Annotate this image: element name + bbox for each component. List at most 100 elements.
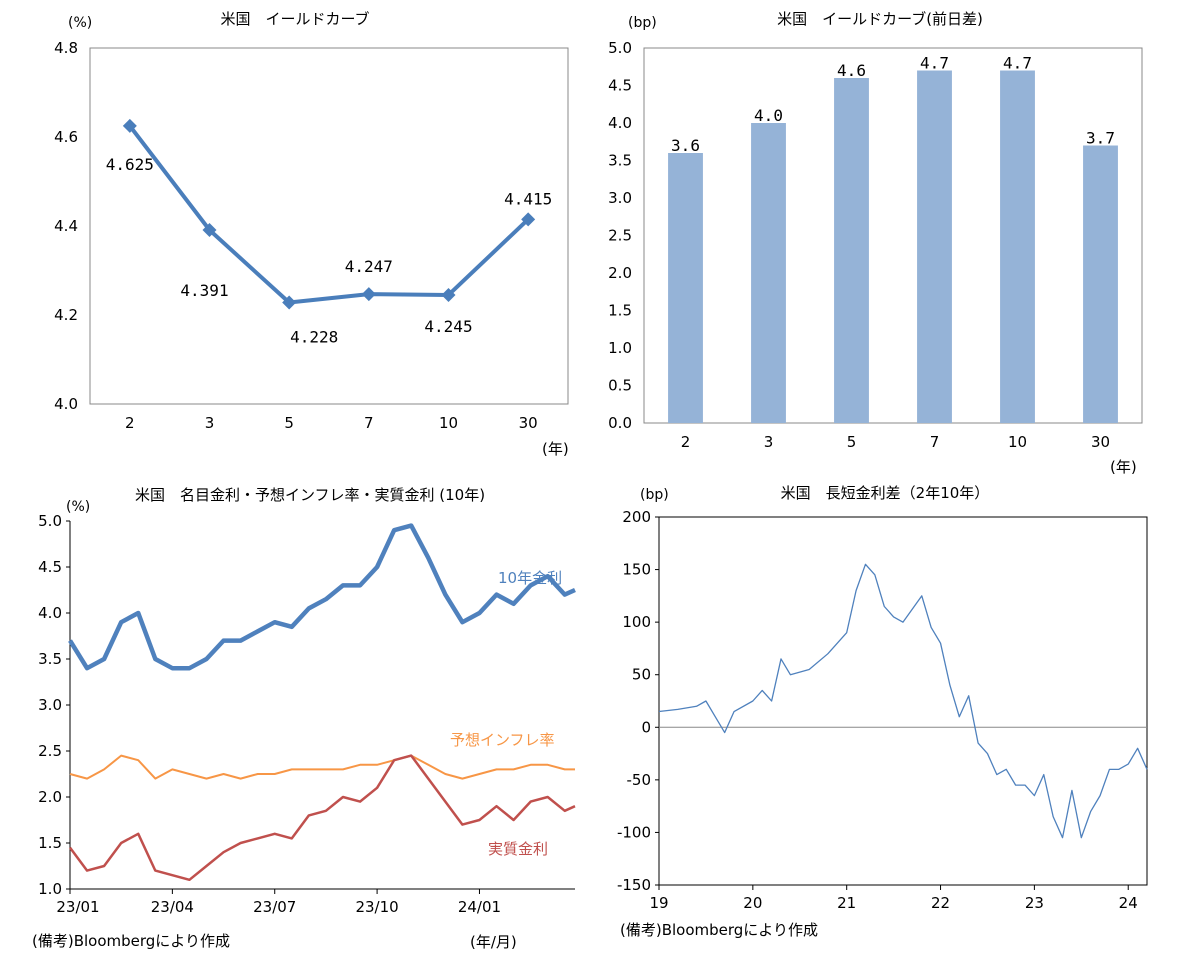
c2-data-label: 4.7 <box>1003 54 1032 73</box>
c1-x-tick-label: 3 <box>205 414 215 432</box>
c3-y-tick-label: 3.0 <box>38 696 62 714</box>
c2-y-tick-label: 4.0 <box>608 114 632 132</box>
c1-y-tick-label: 4.4 <box>54 217 78 235</box>
c3-unit: (%) <box>66 499 90 515</box>
c3-series-label: 10年金利 <box>498 569 562 587</box>
c1-x-tick-label: 2 <box>125 414 135 432</box>
c3-title: 米国 名目金利・予想インフレ率・実質金利 (10年) <box>135 486 485 504</box>
c1-x-tick-label: 7 <box>364 414 374 432</box>
c3-series-line <box>68 523 576 671</box>
c4-x-tick-label: 19 <box>649 894 668 912</box>
c4-y-tick-label: -100 <box>617 823 651 841</box>
c3-x-tick-label: 23/10 <box>355 898 398 916</box>
c2-data-label: 3.7 <box>1086 129 1115 148</box>
c2-unit: (bp) <box>628 15 657 31</box>
c4-y-tick-label: 200 <box>622 508 651 526</box>
c3-y-tick-label: 4.5 <box>38 558 62 576</box>
c2-x-tick-label: 5 <box>847 433 857 451</box>
c2-plot-frame <box>643 47 1143 424</box>
c2-y-tick-label: 2.5 <box>608 227 632 245</box>
c2-x-tick-label: 2 <box>681 433 691 451</box>
c1-data-label: 4.228 <box>290 328 338 347</box>
c4-y-tick-label: -150 <box>617 876 651 894</box>
c1-data-label: 4.625 <box>106 155 154 174</box>
c2-x-tick-label: 30 <box>1091 433 1110 451</box>
c2-bar <box>1000 70 1035 423</box>
c4-y-tick-label: 100 <box>622 613 651 631</box>
c1-x-tick-label: 5 <box>284 414 294 432</box>
c3-y-tick-label: 4.0 <box>38 604 62 622</box>
c2-data-label: 4.6 <box>837 61 866 80</box>
c2-y-tick-label: 4.5 <box>608 77 632 95</box>
nominal-inflation-real-rates-chart: 米国 名目金利・予想インフレ率・実質金利 (10年) (%) 1.0 1.5 2.0… <box>38 486 576 951</box>
c1-data-label: 4.245 <box>424 317 472 336</box>
c3-series-line <box>68 754 576 882</box>
c2-y-tick-label: 1.5 <box>608 302 632 320</box>
c4-x-tick-label: 21 <box>837 894 856 912</box>
c3-x-tick-label: 23/04 <box>151 898 194 916</box>
c4-x-tick-label: 23 <box>1025 894 1044 912</box>
c1-x-unit: (年) <box>542 440 569 458</box>
c1-data-label: 4.391 <box>180 281 228 300</box>
c4-y-tick-label: 0 <box>641 718 651 736</box>
c3-series-label: 予想インフレ率 <box>450 731 555 749</box>
c4-x-tick-label: 22 <box>931 894 950 912</box>
c1-y-tick-label: 4.8 <box>54 39 78 57</box>
c4-y-tick-label: -50 <box>627 771 652 789</box>
c3-series-line <box>69 754 575 780</box>
yield-curve-chart: 米国 イールドカーブ (%) 4.04.24.44.64.8 2 3 5 7 10 30 … <box>54 10 569 458</box>
c3-x-tick-label: 23/07 <box>253 898 296 916</box>
c3-x-unit: (年/月) <box>470 933 517 951</box>
yield-spread-chart: 米国 長短金利差（2年10年） (bp) -150 -100 -50 0 50 100 15… <box>617 484 1148 912</box>
c2-data-label: 4.0 <box>754 106 783 125</box>
c3-y-tick-label: 2.5 <box>38 742 62 760</box>
c2-y-tick-label: 2.0 <box>608 264 632 282</box>
c3-x-tick-label: 24/01 <box>458 898 501 916</box>
c3-y-tick-label: 3.5 <box>38 650 62 668</box>
c2-x-tick-label: 10 <box>1008 433 1027 451</box>
c1-y-tick-label: 4.2 <box>54 306 78 324</box>
c1-x-tick-label: 30 <box>519 414 538 432</box>
c1-y-tick-label: 4.6 <box>54 128 78 146</box>
yield-curve-change-chart: 米国 イールドカーブ(前日差) (bp) 0.0 0.5 1.0 1.5 2.0 2.5 3… <box>608 10 1143 476</box>
c2-y-tick-label: 0.5 <box>608 377 632 395</box>
c1-data-point <box>122 118 137 133</box>
c2-y-tick-label: 0.0 <box>608 414 632 432</box>
c3-x-tick-label: 23/01 <box>56 898 99 916</box>
c2-y-tick-label: 5.0 <box>608 39 632 57</box>
c2-title: 米国 イールドカーブ(前日差) <box>777 10 983 28</box>
source-note-right: (備考)Bloombergにより作成 <box>620 921 818 939</box>
c2-y-tick-label: 3.5 <box>608 152 632 170</box>
c4-title: 米国 長短金利差（2年10年） <box>781 484 990 502</box>
c1-unit: (%) <box>68 15 92 31</box>
c1-data-point <box>521 212 536 227</box>
c1-series-line <box>128 124 530 305</box>
c3-y-tick-label: 2.0 <box>38 788 62 806</box>
c2-bar <box>751 123 786 423</box>
c1-plot-frame <box>89 47 569 405</box>
c2-bar <box>1083 145 1118 423</box>
c2-x-unit: (年) <box>1110 458 1137 476</box>
c2-bar <box>668 153 703 423</box>
c4-y-tick-label: 150 <box>622 561 651 579</box>
c1-data-point <box>361 287 376 302</box>
c2-bar <box>917 70 952 423</box>
c4-unit: (bp) <box>640 487 669 503</box>
c2-data-label: 4.7 <box>920 54 949 73</box>
c2-y-tick-label: 3.0 <box>608 189 632 207</box>
c4-y-tick-label: 50 <box>632 666 651 684</box>
c1-data-point <box>441 287 456 302</box>
c3-y-tick-label: 1.5 <box>38 834 62 852</box>
c3-y-tick-label: 1.0 <box>38 880 62 898</box>
c1-data-point <box>202 223 217 238</box>
c1-data-label: 4.247 <box>345 257 393 276</box>
c2-x-tick-label: 3 <box>764 433 774 451</box>
c2-x-tick-label: 7 <box>930 433 940 451</box>
c4-x-tick-label: 20 <box>743 894 762 912</box>
c4-series-line <box>658 563 1148 839</box>
c2-data-label: 3.6 <box>671 136 700 155</box>
c1-data-point <box>282 295 297 310</box>
c2-bar <box>834 78 869 423</box>
c1-x-tick-label: 10 <box>439 414 458 432</box>
